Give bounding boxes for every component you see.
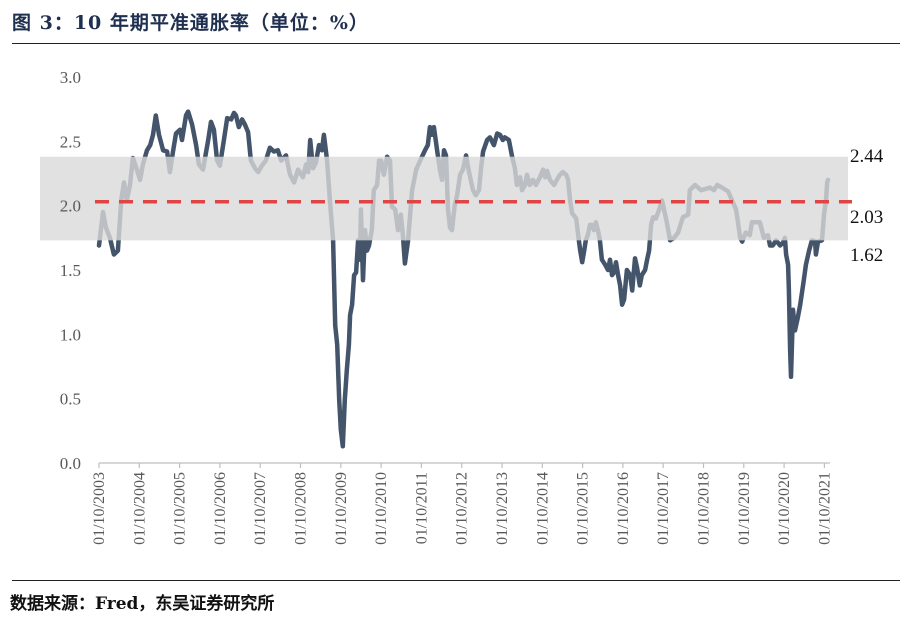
x-tick-label: 01/10/2019 (736, 472, 753, 545)
x-tick-label: 01/10/2012 (454, 472, 471, 545)
x-tick-label: 01/10/2017 (655, 472, 672, 545)
axes: 0.0 0.5 1.0 1.5 2.0 2.5 3.0 01/10/2003 01/10/200… (60, 68, 834, 545)
x-tick-label: 01/10/2016 (615, 472, 632, 545)
x-tick-label: 01/10/2010 (373, 472, 390, 545)
y-tick-label: 2.5 (60, 132, 81, 151)
x-tick-label: 01/10/2011 (413, 472, 430, 544)
x-tick-label: 01/10/2008 (293, 472, 310, 545)
x-tick-label: 01/10/2020 (776, 472, 793, 545)
y-tick-label: 0.0 (60, 454, 81, 473)
data-source: 数据来源：Fred，东吴证券研究所 (10, 594, 275, 614)
title-divider (12, 43, 900, 44)
y-tick-label: 2.0 (60, 197, 81, 216)
x-tick-label: 01/10/2006 (212, 472, 229, 545)
range-band (40, 156, 848, 241)
mean-label: 2.03 (850, 207, 883, 228)
y-tick-label: 0.5 (60, 390, 81, 409)
x-tick-label: 01/10/2014 (534, 472, 551, 545)
x-tick-label: 01/10/2009 (333, 472, 350, 545)
y-tick-label: 1.0 (60, 325, 81, 344)
y-tick-label: 1.5 (60, 261, 81, 280)
y-tick-label: 3.0 (60, 68, 81, 87)
x-tick-label: 01/10/2018 (696, 472, 713, 545)
upper-band-label: 2.44 (850, 146, 884, 167)
x-tick-label: 01/10/2003 (91, 472, 108, 545)
footer-divider (12, 580, 900, 581)
chart-title: 图 3：10 年期平准通胀率（单位：%） (12, 12, 369, 34)
lower-band-label: 1.62 (850, 245, 883, 266)
x-tick-label: 01/10/2015 (575, 472, 592, 545)
x-tick-label: 01/10/2004 (131, 472, 148, 545)
x-tick-label: 01/10/2007 (252, 472, 269, 545)
x-tick-label: 01/10/2013 (494, 472, 511, 545)
x-tick-label: 01/10/2021 (816, 472, 833, 545)
x-tick-label: 01/10/2005 (172, 472, 189, 545)
